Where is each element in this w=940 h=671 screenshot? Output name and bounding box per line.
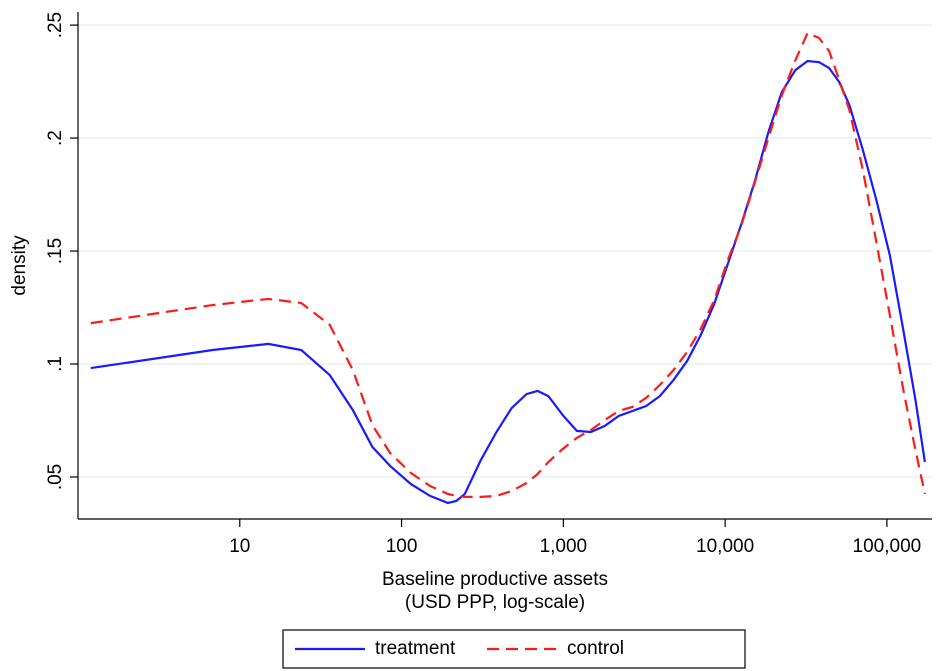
x-tick-label: 10,000 [696, 536, 754, 557]
data-line [90, 31, 926, 498]
x-axis-label: (USD PPP, log-scale) [405, 592, 585, 613]
y-tick-label: .15 [45, 238, 66, 264]
y-tick-label: .05 [45, 464, 66, 490]
y-axis-label: density [9, 235, 30, 296]
x-tick-label: 1,000 [540, 536, 588, 557]
legend-label: treatment [375, 638, 456, 659]
x-tick-label: 10 [229, 536, 250, 557]
y-tick-label: .25 [45, 12, 66, 38]
data-line [90, 59, 926, 505]
legend-label: control [567, 638, 624, 659]
x-axis-label: Baseline productive assets [382, 569, 608, 590]
y-tick-label: .1 [45, 356, 66, 372]
x-tick-label: 100 [386, 536, 418, 557]
x-tick-label: 100,000 [853, 536, 922, 557]
y-tick-label: .2 [45, 130, 66, 146]
